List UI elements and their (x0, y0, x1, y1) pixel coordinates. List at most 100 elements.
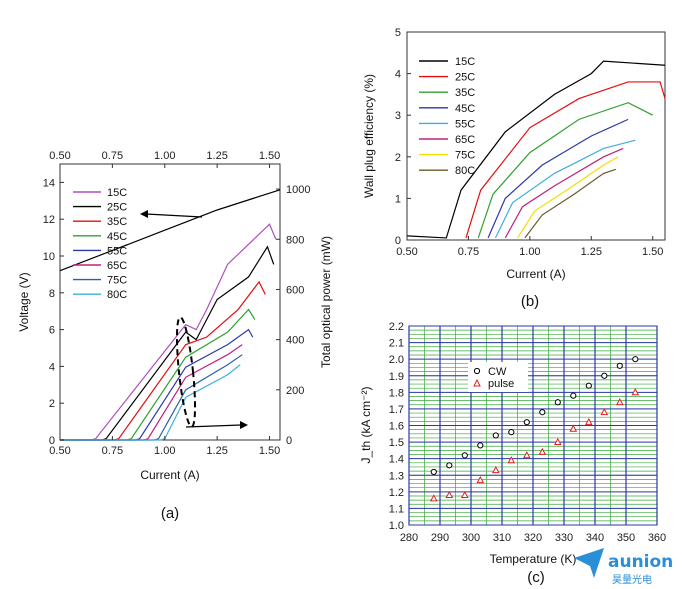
b-series-80C (524, 168, 617, 239)
c-xtick-label: 310 (493, 532, 511, 544)
c-ytick-label: 1.4 (389, 454, 404, 466)
a-legend-label: 15C (107, 187, 127, 199)
a-ytick-label: 10 (43, 251, 55, 263)
c-point-cw (492, 432, 499, 439)
logo-brand: aunion (608, 552, 673, 572)
a-ytick-label: 12 (43, 214, 55, 226)
c-xtick-label: 340 (586, 532, 604, 544)
b-legend-label: 15C (455, 56, 475, 68)
a-y2tick-label: 200 (286, 385, 304, 397)
c-point-pulse (631, 388, 640, 396)
a-series-25C (60, 245, 275, 441)
panel-c: 280 290 300 310 320 330 340 350 360 1.0 1.1 1.2 1.3… (359, 321, 666, 586)
a-y2tick-label: 0 (286, 435, 292, 447)
panel-a-y2label: Total optical power (mW) (319, 236, 333, 368)
a-legend-label: 25C (107, 202, 127, 214)
panel-b-legend: 15C 25C 35C 45C 55C 65C 75C 80C (419, 56, 475, 177)
b-legend-label: 80C (455, 165, 475, 177)
a-top-xtick-label: 1.50 (259, 150, 280, 162)
logo-arrow-icon (574, 548, 604, 578)
c-point-cw (585, 382, 592, 389)
b-ytick-label: 2 (395, 152, 401, 164)
a-xtick-label: 1.25 (206, 445, 227, 457)
a-y2tick-label: 400 (286, 335, 304, 347)
c-point-cw (461, 452, 468, 459)
arrow-to-voltage-axis (145, 213, 203, 218)
c-xtick-label: 320 (524, 532, 542, 544)
panel-a: 0.50 0.75 1.00 1.25 1.50 0.50 0.75 1.00 1.25 1.5… (17, 150, 333, 522)
c-ytick-label: 1.3 (389, 470, 404, 482)
c-point-pulse (538, 447, 547, 455)
c-ytick-label: 2.2 (389, 321, 404, 333)
arrow-head-right (240, 421, 248, 429)
panel-a-frame (59, 163, 281, 441)
arrow-head-left (140, 210, 148, 218)
c-xtick-label: 280 (400, 532, 418, 544)
c-point-cw (446, 462, 453, 469)
c-point-cw (601, 372, 608, 379)
panel-a-legend: 15C 25C 35C 45C 55C 65C 75C 80C (73, 187, 127, 301)
b-ytick-label: 4 (395, 69, 401, 81)
b-legend-label: 75C (455, 150, 475, 162)
a-legend-label: 35C (107, 216, 127, 228)
panel-c-xlabel: Temperature (K) (490, 552, 577, 566)
c-point-pulse (584, 417, 593, 426)
panel-c-label: (c) (527, 569, 545, 586)
c-point-cw (477, 442, 484, 449)
a-series-15C (60, 223, 277, 441)
c-point-cw (539, 409, 546, 416)
c-point-pulse (600, 407, 609, 416)
logo-sub: 昊量光电 (612, 573, 652, 586)
c-legend-marker-pulse (473, 378, 481, 387)
c-legend-label: CW (488, 366, 507, 378)
c-ytick-label: 1.5 (389, 437, 404, 449)
c-xtick-label: 330 (555, 532, 573, 544)
c-ytick-label: 2.0 (389, 354, 404, 366)
b-series-75C (517, 156, 619, 239)
a-xtick-label: 0.50 (49, 445, 70, 457)
b-legend-label: 45C (455, 103, 475, 115)
a-y2tick-label: 800 (286, 234, 304, 246)
c-point-cw (523, 419, 530, 426)
c-ytick-label: 1.1 (389, 503, 404, 515)
a-xtick-label: 1.00 (154, 445, 175, 457)
a-top-xtick-label: 0.50 (49, 150, 70, 162)
b-legend-label: 55C (455, 118, 475, 130)
a-y2tick-label: 600 (286, 284, 304, 296)
c-point-pulse (491, 466, 500, 474)
panel-b-frame (406, 31, 666, 241)
b-series-55C (494, 139, 636, 239)
b-xtick-label: 1.50 (642, 246, 663, 258)
a-ytick-label: 6 (49, 325, 55, 337)
b-series-35C (477, 102, 653, 239)
c-ytick-label: 2.1 (389, 338, 404, 350)
c-ytick-label: 1.8 (389, 387, 404, 399)
c-point-cw (570, 392, 577, 399)
b-ytick-label: 0 (395, 235, 401, 247)
b-xtick-label: 0.50 (396, 246, 417, 258)
highlight-ellipse (175, 316, 197, 428)
c-ytick-label: 1.7 (389, 404, 404, 416)
a-legend-label: 45C (107, 231, 127, 243)
b-ytick-label: 5 (395, 27, 401, 39)
a-xtick-label: 0.75 (102, 445, 123, 457)
panel-a-xlabel: Current (A) (140, 468, 199, 482)
a-ytick-label: 2 (49, 398, 55, 410)
a-xtick-label: 1.50 (259, 445, 280, 457)
a-legend-label: 80C (107, 289, 127, 301)
c-point-cw (508, 429, 515, 436)
arrow-to-power-axis (185, 424, 242, 428)
c-point-pulse (476, 475, 485, 484)
c-legend-bg (468, 362, 528, 392)
b-ytick-label: 1 (395, 193, 401, 205)
panel-b: 0.50 0.75 1.00 1.25 1.50 0 1 2 3 4 5 15C 25C 35C 45C… (362, 27, 666, 310)
c-point-cw (632, 356, 639, 363)
a-ytick-label: 8 (49, 288, 55, 300)
c-legend-marker-cw (473, 367, 481, 375)
panel-b-label: (b) (521, 293, 539, 310)
c-point-cw (616, 362, 623, 369)
c-xtick-label: 300 (462, 532, 480, 544)
b-series-25C (465, 81, 666, 239)
